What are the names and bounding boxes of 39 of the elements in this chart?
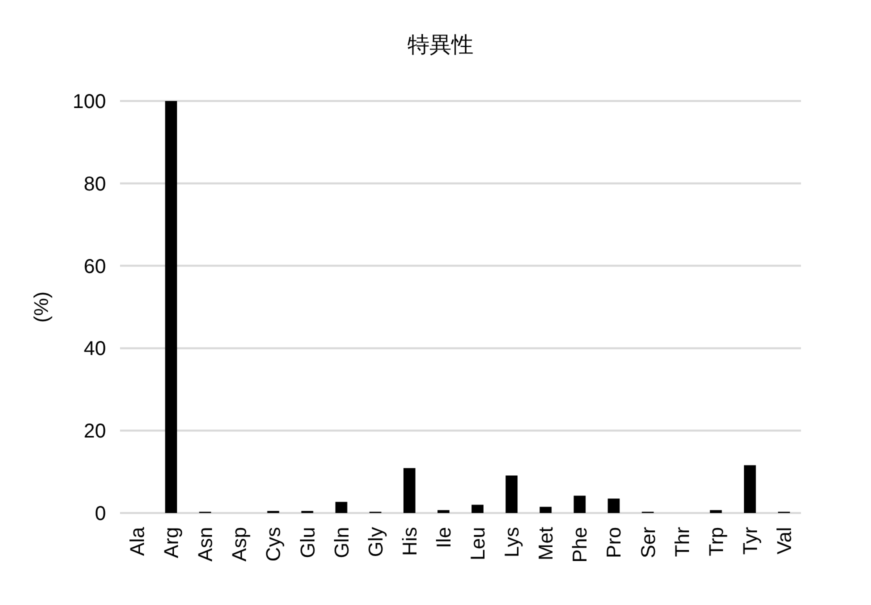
x-tick-label: Asn: [195, 527, 218, 562]
bar: [744, 465, 756, 513]
y-tick-label: 80: [84, 173, 106, 196]
x-tick-label: His: [399, 527, 422, 556]
x-tick-label: Arg: [161, 527, 184, 558]
y-axis-title: (%): [31, 291, 53, 323]
x-tick-label: Thr: [672, 526, 694, 557]
bar: [438, 510, 450, 513]
x-tick-label: Lys: [502, 527, 524, 558]
x-tick-label: Met: [536, 526, 558, 560]
title: 特異性: [408, 32, 474, 57]
y-tick-label: 60: [84, 256, 106, 278]
y-tick-label: 100: [72, 91, 106, 113]
bar: [608, 498, 620, 513]
bar: [574, 496, 586, 513]
bar: [165, 101, 178, 513]
x-tick-label: Ile: [433, 527, 456, 548]
x-tick-label: Pro: [604, 527, 626, 558]
x-tick-label: Glu: [297, 527, 320, 558]
bar: [335, 502, 348, 513]
x-tick-label: Trp: [706, 527, 728, 556]
y-tick-label: 20: [84, 420, 106, 443]
x-tick-label: Asp: [229, 527, 252, 562]
y-tick-label: 40: [84, 338, 106, 360]
x-tick-label: Leu: [468, 527, 490, 560]
x-tick-label: Ser: [638, 526, 660, 558]
x-tick-label: Gln: [331, 527, 354, 558]
x-tick-label: Ala: [127, 526, 150, 556]
x-tick-label: Gly: [365, 527, 388, 557]
y-tick-label: 0: [94, 503, 106, 525]
x-tick-label: Tyr: [740, 526, 762, 555]
x-tick-label: Val: [774, 527, 796, 554]
bar: [506, 476, 518, 513]
x-tick-label: Cys: [263, 527, 286, 562]
bar: [403, 468, 416, 513]
x-tick-label: Phe: [570, 527, 592, 563]
bar: [540, 506, 552, 513]
bar: [710, 510, 722, 513]
bar: [472, 504, 484, 513]
